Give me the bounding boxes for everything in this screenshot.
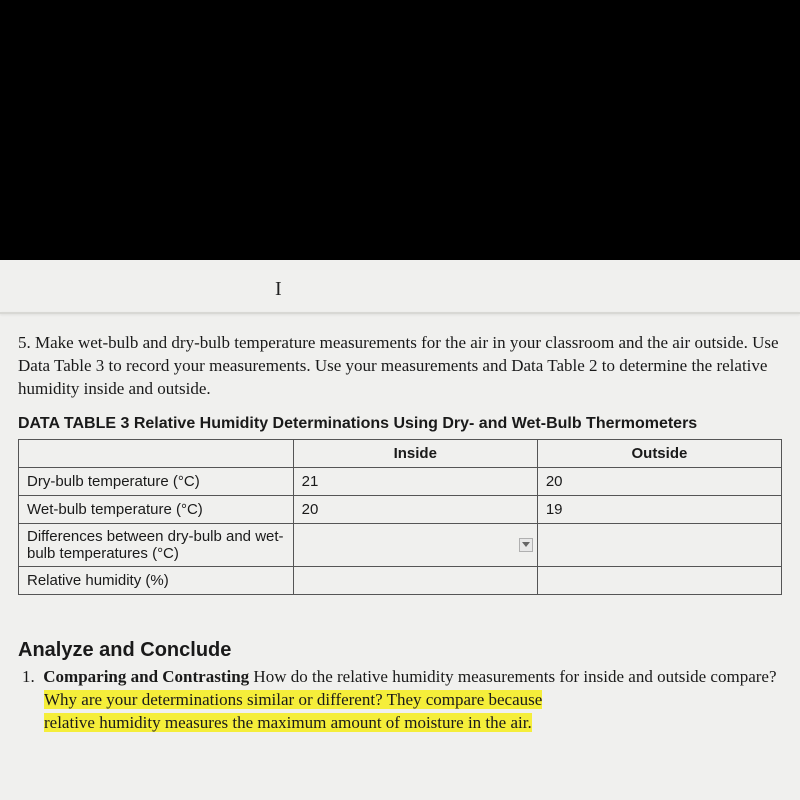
cell-outside[interactable] [537,523,781,566]
cell-inside[interactable] [293,523,537,566]
row-label: Differences between dry-bulb and wet-bul… [19,523,294,566]
question-number: 5. [18,333,31,352]
cell-outside[interactable] [537,566,781,594]
analyze-heading: Analyze and Conclude [18,639,782,662]
header-outside: Outside [537,439,781,467]
item-plain-text: How do the relative humidity measurement… [249,667,776,686]
table-row: Relative humidity (%) [19,566,782,594]
table-row: Differences between dry-bulb and wet-bul… [19,523,782,566]
cell-inside[interactable]: 20 [293,495,537,523]
table-row: Wet-bulb temperature (°C) 20 19 [19,495,782,523]
table-row: Dry-bulb temperature (°C) 21 20 [19,467,782,495]
item-number: 1. [22,667,35,686]
row-label: Wet-bulb temperature (°C) [19,495,294,523]
dropdown-icon[interactable] [519,538,533,552]
cell-outside[interactable]: 20 [537,467,781,495]
cell-inside[interactable]: 21 [293,467,537,495]
row-label: Dry-bulb temperature (°C) [19,467,294,495]
cell-outside[interactable]: 19 [537,495,781,523]
header-inside: Inside [293,439,537,467]
highlighted-text-2: relative humidity measures the maximum a… [44,713,532,732]
highlighted-text-1: Why are your determinations similar or d… [44,690,542,709]
header-blank [19,439,294,467]
text-cursor: I [275,278,282,301]
question-5: 5. Make wet-bulb and dry-bulb temperatur… [18,332,782,401]
item-bold-lead: Comparing and Contrasting [43,667,249,686]
analyze-item-1: 1. Comparing and Contrasting How do the … [18,666,782,735]
document-page: I 5. Make wet-bulb and dry-bulb temperat… [0,260,800,800]
data-table-3: Inside Outside Dry-bulb temperature (°C)… [18,439,782,595]
cell-inside[interactable] [293,566,537,594]
content-area: 5. Make wet-bulb and dry-bulb temperatur… [18,332,782,735]
row-label: Relative humidity (%) [19,566,294,594]
analyze-section: Analyze and Conclude 1. Comparing and Co… [18,639,782,735]
table-header-row: Inside Outside [19,439,782,467]
question-text: Make wet-bulb and dry-bulb temperature m… [18,333,779,398]
table-title: DATA TABLE 3 Relative Humidity Determina… [18,415,782,433]
